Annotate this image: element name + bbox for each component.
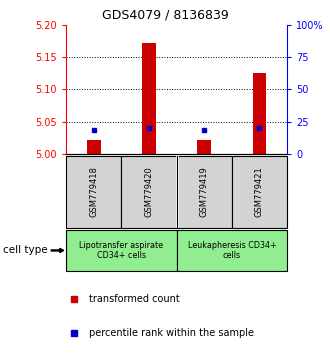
Bar [142,43,156,154]
Bar [66,230,177,271]
Bar [252,73,266,154]
Text: percentile rank within the sample: percentile rank within the sample [89,328,254,338]
Bar [121,156,177,228]
Text: GDS4079 / 8136839: GDS4079 / 8136839 [102,9,228,22]
Bar [177,230,287,271]
Text: Lipotransfer aspirate
CD34+ cells: Lipotransfer aspirate CD34+ cells [79,241,163,260]
Bar [66,156,121,228]
Bar [232,156,287,228]
Text: transformed count: transformed count [89,295,180,304]
Bar [177,156,232,228]
Bar [197,140,211,154]
Text: GSM779420: GSM779420 [145,167,153,217]
Text: Leukapheresis CD34+
cells: Leukapheresis CD34+ cells [187,241,276,260]
Text: GSM779418: GSM779418 [89,167,98,217]
Text: GSM779421: GSM779421 [255,167,264,217]
Text: GSM779419: GSM779419 [200,167,209,217]
Bar [87,140,101,154]
Text: cell type: cell type [3,245,48,256]
